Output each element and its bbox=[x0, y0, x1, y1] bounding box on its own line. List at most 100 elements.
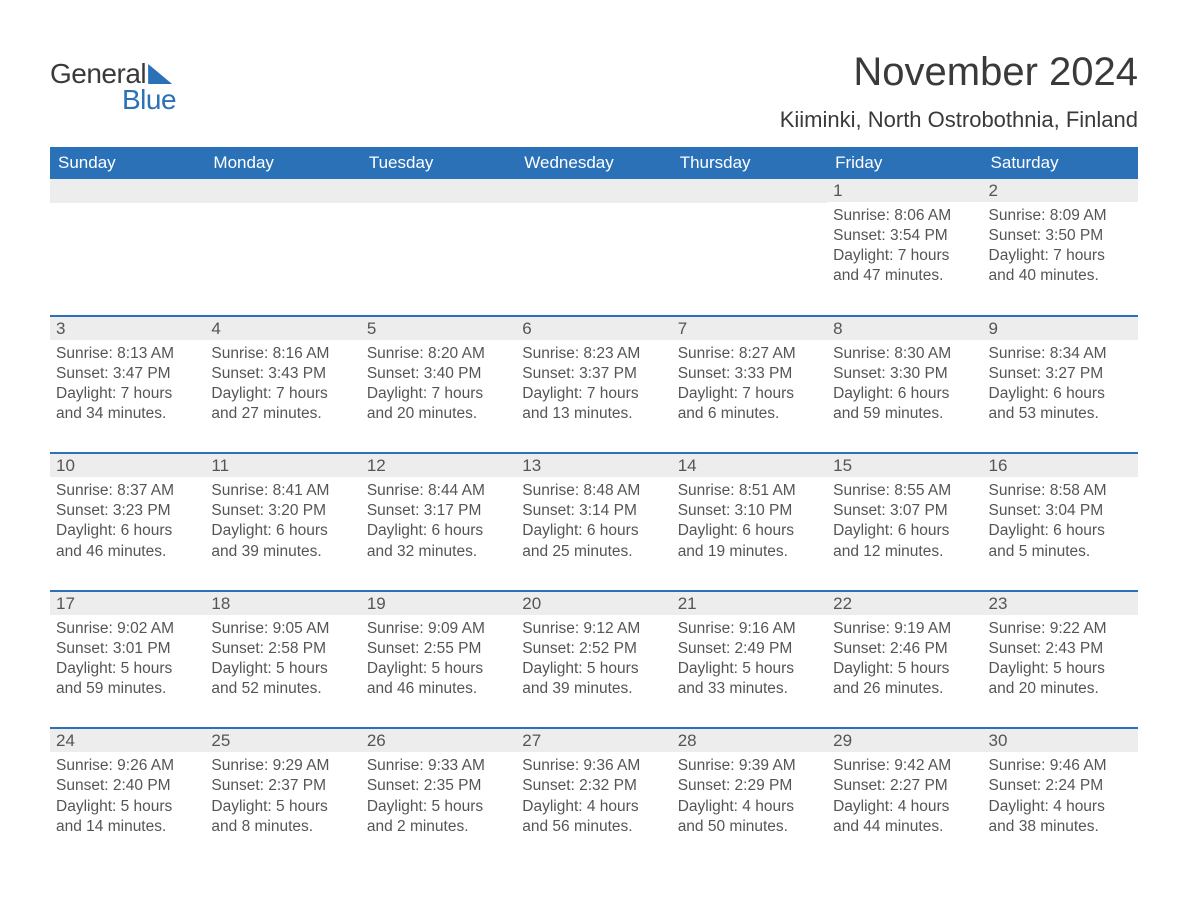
sunrise-text: Sunrise: 9:22 AM bbox=[989, 619, 1132, 639]
daylight-text-2: and 53 minutes. bbox=[989, 404, 1132, 424]
sunset-text: Sunset: 2:32 PM bbox=[522, 776, 665, 796]
sunset-text: Sunset: 3:01 PM bbox=[56, 639, 199, 659]
daylight-text-2: and 20 minutes. bbox=[989, 679, 1132, 699]
day-content: Sunrise: 8:06 AMSunset: 3:54 PMDaylight:… bbox=[827, 202, 982, 287]
day-content: Sunrise: 9:39 AMSunset: 2:29 PMDaylight:… bbox=[672, 752, 827, 837]
day-cell: 10Sunrise: 8:37 AMSunset: 3:23 PMDayligh… bbox=[50, 452, 205, 562]
day-number: 27 bbox=[516, 727, 671, 752]
day-number: 4 bbox=[205, 315, 360, 340]
sunrise-text: Sunrise: 8:20 AM bbox=[367, 344, 510, 364]
daylight-text-2: and 59 minutes. bbox=[833, 404, 976, 424]
daylight-text-2: and 50 minutes. bbox=[678, 817, 821, 837]
day-cell: 29Sunrise: 9:42 AMSunset: 2:27 PMDayligh… bbox=[827, 727, 982, 837]
daylight-text-1: Daylight: 4 hours bbox=[678, 797, 821, 817]
sunset-text: Sunset: 2:43 PM bbox=[989, 639, 1132, 659]
daylight-text-1: Daylight: 5 hours bbox=[833, 659, 976, 679]
sunset-text: Sunset: 2:40 PM bbox=[56, 776, 199, 796]
day-content: Sunrise: 8:48 AMSunset: 3:14 PMDaylight:… bbox=[516, 477, 671, 562]
day-cell: 1Sunrise: 8:06 AMSunset: 3:54 PMDaylight… bbox=[827, 179, 982, 287]
day-cell: 14Sunrise: 8:51 AMSunset: 3:10 PMDayligh… bbox=[672, 452, 827, 562]
daylight-text-2: and 52 minutes. bbox=[211, 679, 354, 699]
sunrise-text: Sunrise: 9:33 AM bbox=[367, 756, 510, 776]
daylight-text-1: Daylight: 6 hours bbox=[833, 384, 976, 404]
day-content: Sunrise: 8:27 AMSunset: 3:33 PMDaylight:… bbox=[672, 340, 827, 425]
title-block: November 2024 Kiiminki, North Ostrobothn… bbox=[780, 50, 1138, 133]
daylight-text-2: and 39 minutes. bbox=[522, 679, 665, 699]
day-cell: 15Sunrise: 8:55 AMSunset: 3:07 PMDayligh… bbox=[827, 452, 982, 562]
day-header: Thursday bbox=[672, 147, 827, 179]
day-number: 10 bbox=[50, 452, 205, 477]
daylight-text-1: Daylight: 5 hours bbox=[989, 659, 1132, 679]
sunrise-text: Sunrise: 8:37 AM bbox=[56, 481, 199, 501]
day-number: 14 bbox=[672, 452, 827, 477]
daylight-text-2: and 27 minutes. bbox=[211, 404, 354, 424]
day-content: Sunrise: 9:42 AMSunset: 2:27 PMDaylight:… bbox=[827, 752, 982, 837]
sunrise-text: Sunrise: 8:48 AM bbox=[522, 481, 665, 501]
day-header: Saturday bbox=[983, 147, 1138, 179]
daylight-text-2: and 44 minutes. bbox=[833, 817, 976, 837]
daylight-text-2: and 32 minutes. bbox=[367, 542, 510, 562]
daylight-text-1: Daylight: 7 hours bbox=[56, 384, 199, 404]
day-cell: 8Sunrise: 8:30 AMSunset: 3:30 PMDaylight… bbox=[827, 315, 982, 425]
day-number: 28 bbox=[672, 727, 827, 752]
daylight-text-2: and 38 minutes. bbox=[989, 817, 1132, 837]
day-content: Sunrise: 9:09 AMSunset: 2:55 PMDaylight:… bbox=[361, 615, 516, 700]
daylight-text-2: and 19 minutes. bbox=[678, 542, 821, 562]
daylight-text-1: Daylight: 7 hours bbox=[833, 246, 976, 266]
week-row: 3Sunrise: 8:13 AMSunset: 3:47 PMDaylight… bbox=[50, 315, 1138, 425]
month-title: November 2024 bbox=[780, 50, 1138, 95]
daylight-text-1: Daylight: 4 hours bbox=[522, 797, 665, 817]
week-row: 24Sunrise: 9:26 AMSunset: 2:40 PMDayligh… bbox=[50, 727, 1138, 837]
day-content: Sunrise: 9:22 AMSunset: 2:43 PMDaylight:… bbox=[983, 615, 1138, 700]
sunset-text: Sunset: 3:17 PM bbox=[367, 501, 510, 521]
day-header: Wednesday bbox=[516, 147, 671, 179]
day-number: 7 bbox=[672, 315, 827, 340]
day-content: Sunrise: 8:16 AMSunset: 3:43 PMDaylight:… bbox=[205, 340, 360, 425]
day-cell: 2Sunrise: 8:09 AMSunset: 3:50 PMDaylight… bbox=[983, 179, 1138, 287]
daylight-text-2: and 14 minutes. bbox=[56, 817, 199, 837]
day-number: 21 bbox=[672, 590, 827, 615]
daylight-text-2: and 26 minutes. bbox=[833, 679, 976, 699]
day-number: 2 bbox=[983, 179, 1138, 202]
sunrise-text: Sunrise: 9:02 AM bbox=[56, 619, 199, 639]
day-cell: 7Sunrise: 8:27 AMSunset: 3:33 PMDaylight… bbox=[672, 315, 827, 425]
day-number bbox=[361, 179, 516, 203]
sunrise-text: Sunrise: 9:29 AM bbox=[211, 756, 354, 776]
calendar: SundayMondayTuesdayWednesdayThursdayFrid… bbox=[50, 147, 1138, 837]
daylight-text-2: and 25 minutes. bbox=[522, 542, 665, 562]
week-row: 10Sunrise: 8:37 AMSunset: 3:23 PMDayligh… bbox=[50, 452, 1138, 562]
day-content: Sunrise: 9:02 AMSunset: 3:01 PMDaylight:… bbox=[50, 615, 205, 700]
week-row: 17Sunrise: 9:02 AMSunset: 3:01 PMDayligh… bbox=[50, 590, 1138, 700]
sunrise-text: Sunrise: 8:55 AM bbox=[833, 481, 976, 501]
sunset-text: Sunset: 2:27 PM bbox=[833, 776, 976, 796]
daylight-text-2: and 34 minutes. bbox=[56, 404, 199, 424]
day-header: Sunday bbox=[50, 147, 205, 179]
day-cell: 25Sunrise: 9:29 AMSunset: 2:37 PMDayligh… bbox=[205, 727, 360, 837]
day-cell: 27Sunrise: 9:36 AMSunset: 2:32 PMDayligh… bbox=[516, 727, 671, 837]
location-text: Kiiminki, North Ostrobothnia, Finland bbox=[780, 107, 1138, 133]
day-cell bbox=[516, 179, 671, 287]
daylight-text-1: Daylight: 5 hours bbox=[678, 659, 821, 679]
day-cell bbox=[50, 179, 205, 287]
sunrise-text: Sunrise: 8:44 AM bbox=[367, 481, 510, 501]
day-content: Sunrise: 8:09 AMSunset: 3:50 PMDaylight:… bbox=[983, 202, 1138, 287]
day-header-row: SundayMondayTuesdayWednesdayThursdayFrid… bbox=[50, 147, 1138, 179]
sunset-text: Sunset: 2:55 PM bbox=[367, 639, 510, 659]
sunset-text: Sunset: 3:40 PM bbox=[367, 364, 510, 384]
sunset-text: Sunset: 3:27 PM bbox=[989, 364, 1132, 384]
sunset-text: Sunset: 3:07 PM bbox=[833, 501, 976, 521]
day-number: 23 bbox=[983, 590, 1138, 615]
daylight-text-1: Daylight: 7 hours bbox=[211, 384, 354, 404]
daylight-text-1: Daylight: 6 hours bbox=[678, 521, 821, 541]
day-content: Sunrise: 9:33 AMSunset: 2:35 PMDaylight:… bbox=[361, 752, 516, 837]
day-cell: 13Sunrise: 8:48 AMSunset: 3:14 PMDayligh… bbox=[516, 452, 671, 562]
daylight-text-2: and 13 minutes. bbox=[522, 404, 665, 424]
day-header: Monday bbox=[205, 147, 360, 179]
daylight-text-1: Daylight: 5 hours bbox=[367, 659, 510, 679]
day-number: 19 bbox=[361, 590, 516, 615]
day-content: Sunrise: 9:29 AMSunset: 2:37 PMDaylight:… bbox=[205, 752, 360, 837]
day-cell: 3Sunrise: 8:13 AMSunset: 3:47 PMDaylight… bbox=[50, 315, 205, 425]
day-number: 29 bbox=[827, 727, 982, 752]
day-number bbox=[205, 179, 360, 203]
day-cell bbox=[672, 179, 827, 287]
